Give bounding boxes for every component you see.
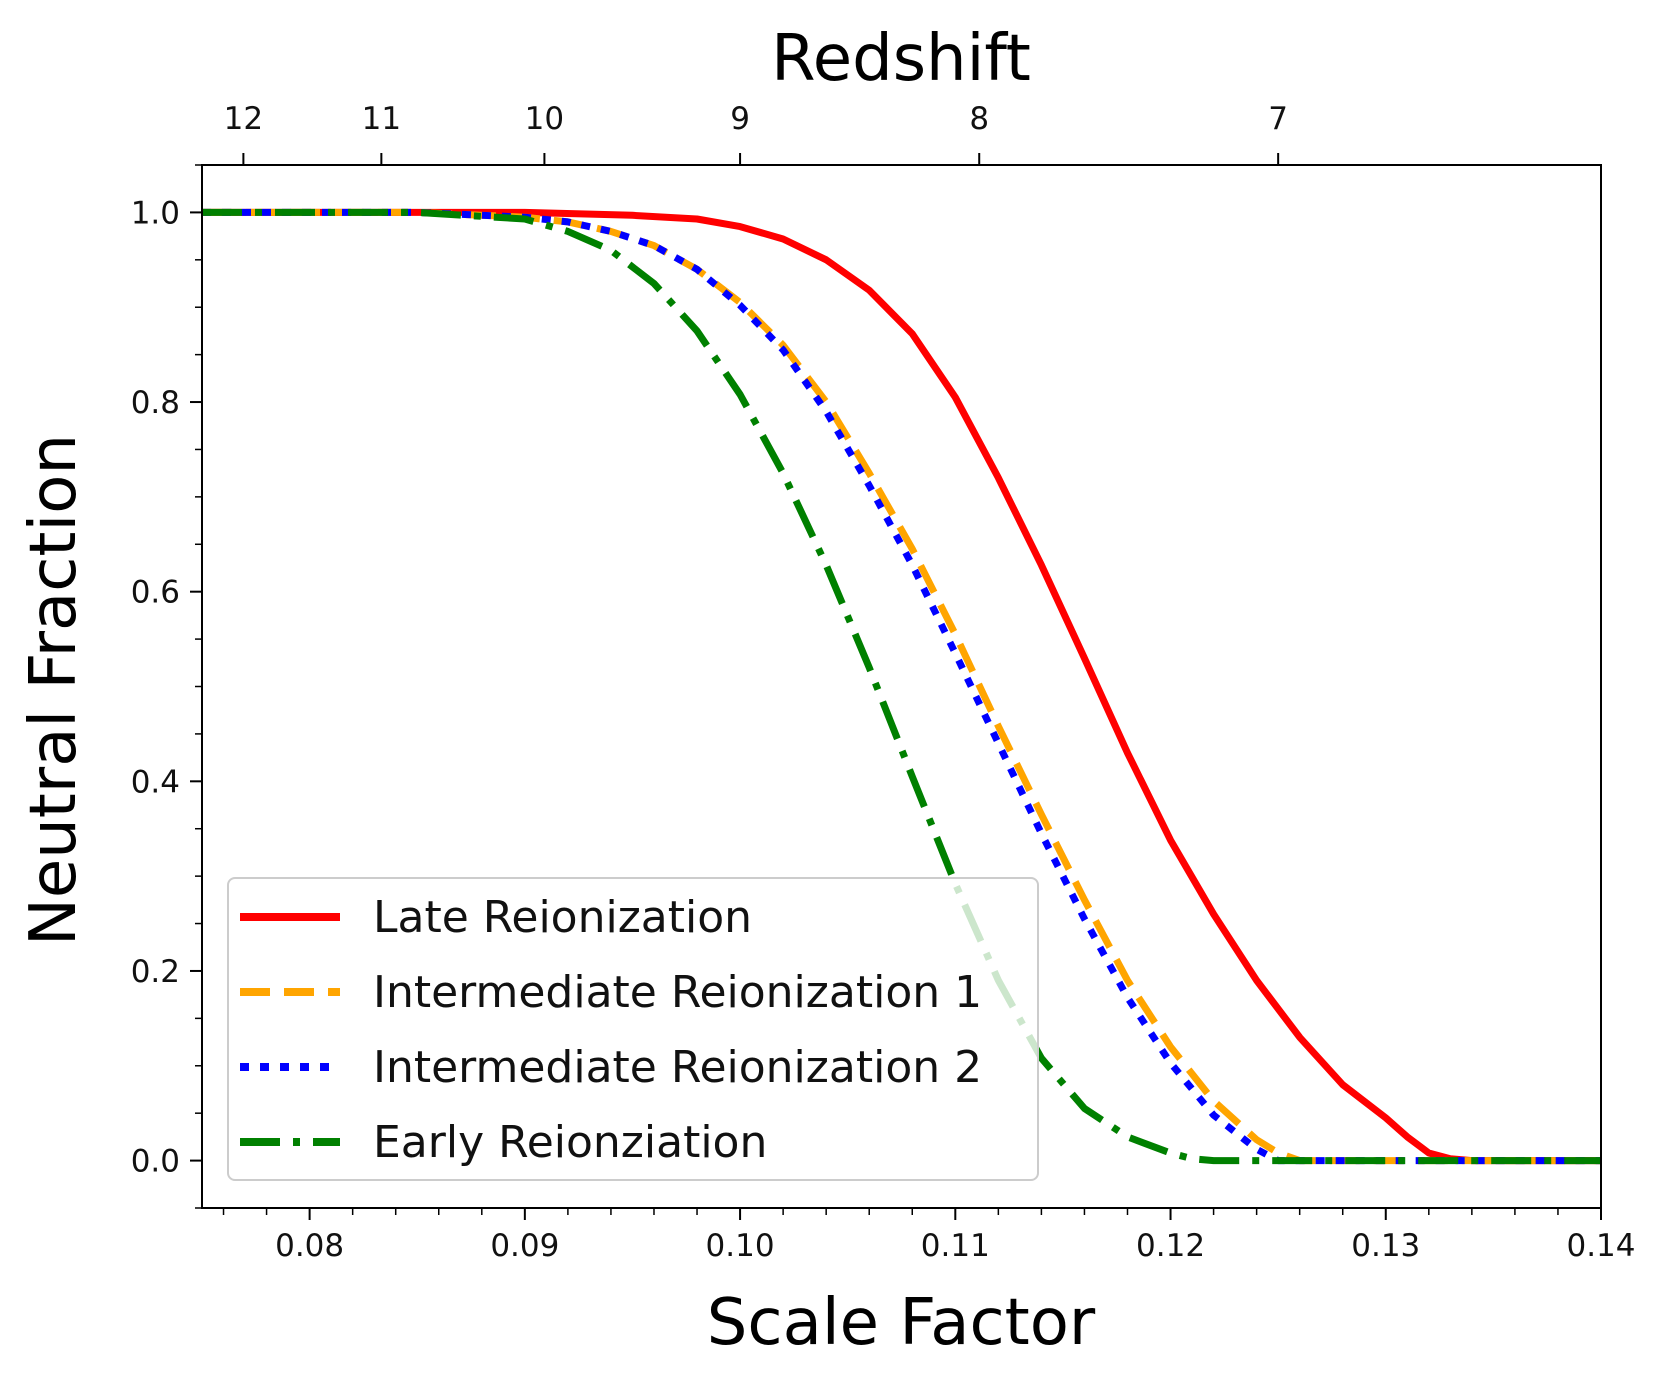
redshift-tick-label: 11 — [362, 101, 401, 137]
series-line-4 — [202, 208, 1601, 1165]
x-tick-label: 0.09 — [490, 1228, 559, 1264]
x-tick-label: 0.13 — [1351, 1228, 1420, 1264]
x-tick-label: 0.12 — [1136, 1228, 1205, 1264]
legend-box — [227, 877, 1039, 1181]
x-axis-title: Scale Factor — [707, 1286, 1096, 1360]
series-line-1 — [202, 208, 1601, 1165]
redshift-tick-label: 8 — [969, 101, 989, 137]
axes-layer: 0.08 0.09 0.10 0.11 0.12 0.13 0.14 0.0 0.2 0.4 0.6… — [131, 101, 1636, 1264]
y-tick-label: 0.0 — [131, 1144, 180, 1180]
redshift-tick-label: 9 — [730, 101, 750, 137]
legend-label-2: Intermediate Reionization 1 — [373, 967, 982, 1018]
y-tick-label: 0.6 — [131, 575, 180, 611]
series-line-2 — [202, 208, 1601, 1165]
x-tick-label: 0.14 — [1566, 1228, 1635, 1264]
legend-label-4: Early Reionziation — [373, 1117, 767, 1168]
y-axis-title: Neutral Fraction — [17, 434, 91, 946]
y-tick-label: 0.4 — [131, 764, 180, 800]
legend-label-3: Intermediate Reionization 2 — [373, 1042, 982, 1093]
legend-label-1: Late Reionization — [373, 892, 752, 943]
legend: Late Reionization Intermediate Reionizati… — [227, 877, 1039, 1181]
redshift-tick-label: 12 — [224, 101, 263, 137]
y-tick-label: 0.8 — [131, 385, 180, 421]
y-tick-label: 1.0 — [131, 195, 180, 231]
x-tick-label: 0.11 — [921, 1228, 990, 1264]
top-axis-title: Redshift — [771, 22, 1031, 96]
series-line-3 — [202, 208, 1601, 1165]
redshift-tick-label: 10 — [525, 101, 564, 137]
redshift-tick-label: 7 — [1268, 101, 1288, 137]
series-layer — [202, 208, 1601, 1165]
x-tick-label: 0.08 — [275, 1228, 344, 1264]
y-tick-label: 0.2 — [131, 954, 180, 990]
x-tick-label: 0.10 — [706, 1228, 775, 1264]
